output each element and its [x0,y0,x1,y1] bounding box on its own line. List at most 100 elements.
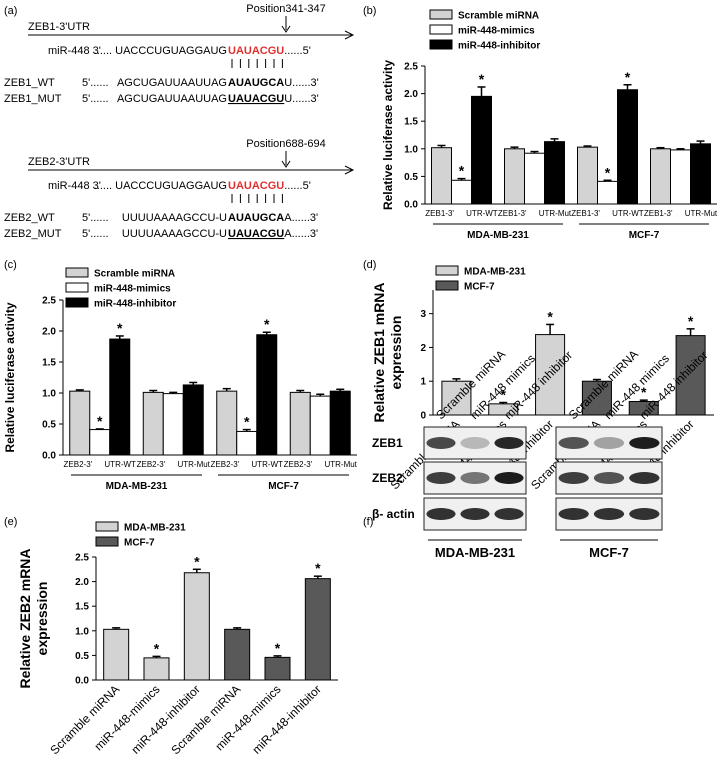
legend-label: miR-448-mimics [94,284,171,295]
bar [329,390,351,456]
target-end: U......3' [284,93,319,105]
site: UAUACGU [228,93,284,105]
group-label: MDA-MB-231 [106,481,168,492]
y-tick-label: 1.5 [42,358,56,369]
target-end: U......3' [284,77,319,89]
band [494,508,524,520]
target-start: 5'...... [82,77,109,89]
legend-label: MCF-7 [464,282,495,293]
y-tick-label: 2.0 [404,89,418,100]
bar [524,152,545,205]
target-seq: UAUACGUA......3' [228,228,318,240]
band [426,472,456,484]
significance: * [641,384,647,400]
cell-line-label: MDA-MB-231 [435,545,515,560]
target-seq: UUUUAAAAGCCU-U [122,228,227,240]
significance: * [605,164,611,180]
bar [142,391,164,456]
bar [216,390,238,456]
legend-label: MDA-MB-231 [124,523,186,534]
significance: * [315,560,321,576]
x-tick-label: ZEB2-3' UTR-WT [64,460,137,469]
position-label: Position341-347 [246,3,326,15]
site: AUAUGCA [228,212,284,224]
target-end: A......3' [284,228,318,240]
bar [289,391,311,456]
significance: * [97,413,103,429]
mirna-end: ......5' [284,180,311,192]
y-tick-label: 1.0 [404,144,418,155]
group-label: MDA-MB-231 [467,230,529,241]
y-tick-label: 2.5 [404,62,418,73]
bar [143,657,170,681]
y-tick-label: 0.0 [75,676,89,687]
bar [471,95,492,205]
bar [256,334,278,456]
target-start: 5'...... [82,228,109,240]
target-name: ZEB2_MUT [4,228,62,240]
bar [535,334,566,416]
y-axis-label: expression [34,582,50,656]
y-tick-label: 2.0 [42,327,56,338]
group-label: MCF-7 [629,230,660,241]
legend-label: miR-448-inhibitor [94,299,176,310]
legend-swatch [65,282,89,293]
legend-swatch [435,265,459,276]
y-tick-label: 1.0 [75,626,89,637]
x-tick-label: ZEB1-3' UTR-Mut [498,209,572,218]
bar [650,148,671,205]
arrow-head [281,25,291,33]
y-tick-label: 1.5 [404,117,418,128]
utr-label: ZEB1-3'UTR [28,21,90,33]
y-tick-label: 0.5 [75,651,89,662]
legend-swatch [435,280,459,291]
row-label: β- actin [372,507,415,521]
target-seq: AUAUGCAU......3' [228,77,319,89]
panel-label: (c) [4,259,17,271]
y-axis-label: Relative ZEB2 mRNA [17,548,33,688]
legend-label: MDA-MB-231 [464,267,526,278]
target-seq: AGCUGAUUAAUUAG [117,77,227,89]
band [558,472,589,484]
panel-label: (d) [363,259,376,271]
y-tick-label: 3 [420,309,426,320]
row-label: ZEB2 [372,471,403,485]
seed: UAUACGU [228,180,284,192]
y-tick-label: 2 [420,343,426,354]
legend-swatch [95,536,119,547]
y-tick-label: 1.0 [42,389,56,400]
significance: * [264,316,270,332]
band [558,437,589,449]
band [494,437,524,449]
panel-label: (b) [363,5,376,17]
legend-label: Scramble miRNA [94,269,175,280]
bar [690,143,711,205]
legend-swatch [429,9,453,20]
target-start: 5'...... [82,212,109,224]
bar [236,430,258,456]
y-tick-label: 2.5 [75,553,89,564]
legend-swatch [95,521,119,532]
band [558,508,589,520]
x-tick-label: Scramble miRNA [47,682,122,757]
site: UAUACGU [228,228,284,240]
x-tick-label: miR-448-inhibitor [128,682,203,757]
arrow-head [344,30,355,40]
bar [628,400,659,416]
mirna-seq: UAUACGU......5' [228,180,311,192]
y-tick-label: 0.0 [404,200,418,211]
target-seq: UAUACGUU......3' [228,93,319,105]
arrow-head [344,165,355,175]
target-name: ZEB2_WT [4,212,55,224]
significance: * [244,414,250,430]
x-tick-label: miR-448-inhibitor [249,682,324,757]
significance: * [688,313,694,329]
mirna-seq: ...... UACCCUGUAGGAUG [94,45,227,57]
bar [183,572,210,681]
bar [617,89,638,205]
band [460,508,490,520]
significance: * [479,71,485,87]
target-end: A......3' [284,212,318,224]
bar [441,380,472,416]
